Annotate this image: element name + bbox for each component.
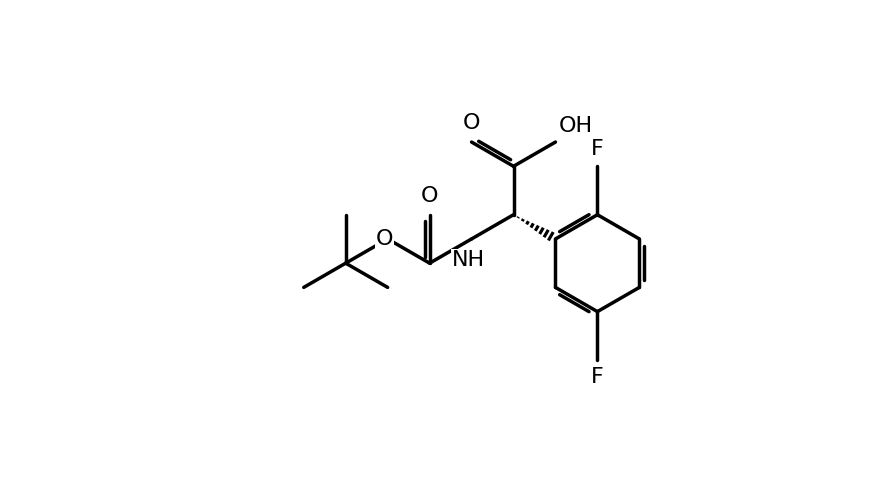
Text: F: F bbox=[591, 139, 603, 159]
Text: OH: OH bbox=[558, 116, 593, 136]
Text: O: O bbox=[376, 229, 393, 249]
Text: O: O bbox=[462, 113, 480, 133]
Text: NH: NH bbox=[452, 250, 486, 270]
Text: O: O bbox=[421, 186, 439, 206]
Text: F: F bbox=[591, 368, 603, 387]
